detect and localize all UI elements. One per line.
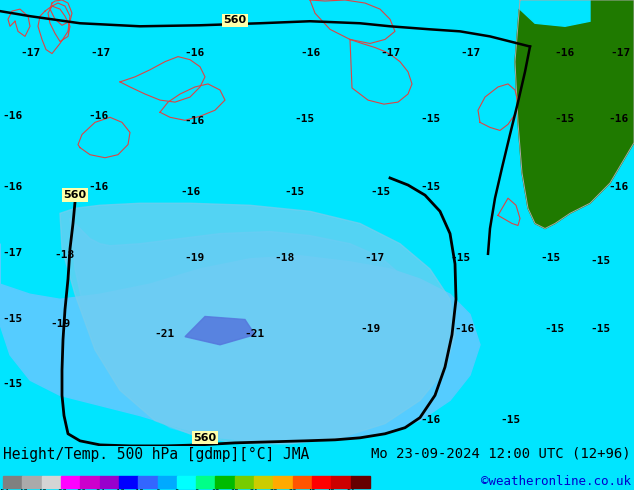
Text: -30: -30 xyxy=(74,489,87,490)
Text: -18: -18 xyxy=(55,250,75,260)
Text: -15: -15 xyxy=(500,415,520,425)
Bar xyxy=(138,476,157,488)
Bar xyxy=(3,476,22,488)
Text: 12: 12 xyxy=(211,489,220,490)
Text: -21: -21 xyxy=(155,329,175,339)
Text: 30: 30 xyxy=(269,489,278,490)
Text: -15: -15 xyxy=(285,187,305,197)
Text: -16: -16 xyxy=(88,111,108,122)
Text: -16: -16 xyxy=(608,182,628,192)
Bar xyxy=(22,476,42,488)
Text: 18: 18 xyxy=(231,489,239,490)
Bar xyxy=(100,476,119,488)
Text: -15: -15 xyxy=(295,114,315,124)
Text: -16: -16 xyxy=(608,114,628,124)
Text: 560: 560 xyxy=(193,433,217,443)
Text: -17: -17 xyxy=(90,48,110,58)
Polygon shape xyxy=(0,244,480,443)
Text: -17: -17 xyxy=(20,48,40,58)
Text: ©weatheronline.co.uk: ©weatheronline.co.uk xyxy=(481,475,631,488)
Text: -16: -16 xyxy=(180,187,200,197)
Text: -16: -16 xyxy=(185,48,205,58)
Bar xyxy=(177,476,196,488)
Text: -18: -18 xyxy=(275,253,295,263)
Text: -38: -38 xyxy=(55,489,67,490)
Text: -15: -15 xyxy=(420,114,440,124)
Bar xyxy=(254,476,273,488)
Text: -16: -16 xyxy=(420,415,440,425)
Text: -24: -24 xyxy=(93,489,106,490)
Text: 24: 24 xyxy=(250,489,259,490)
Text: -17: -17 xyxy=(380,48,400,58)
Text: -16: -16 xyxy=(300,48,320,58)
Text: -54: -54 xyxy=(0,489,10,490)
Bar xyxy=(216,476,235,488)
Text: -17: -17 xyxy=(610,48,630,58)
Text: 6: 6 xyxy=(194,489,198,490)
Text: 560: 560 xyxy=(63,190,87,200)
Text: -19: -19 xyxy=(360,323,380,334)
Polygon shape xyxy=(515,0,634,228)
Text: Height/Temp. 500 hPa [gdmp][°C] JMA: Height/Temp. 500 hPa [gdmp][°C] JMA xyxy=(3,447,309,462)
Text: -16: -16 xyxy=(2,111,22,122)
Text: 48: 48 xyxy=(327,489,335,490)
Text: -15: -15 xyxy=(590,256,610,266)
Text: -19: -19 xyxy=(50,318,70,329)
Text: Mo 23-09-2024 12:00 UTC (12+96): Mo 23-09-2024 12:00 UTC (12+96) xyxy=(372,447,631,461)
Text: -15: -15 xyxy=(540,253,560,263)
Bar xyxy=(42,476,61,488)
Text: -17: -17 xyxy=(460,48,480,58)
Text: -16: -16 xyxy=(555,48,575,58)
Text: -16: -16 xyxy=(2,182,22,192)
Text: 0: 0 xyxy=(175,489,179,490)
Polygon shape xyxy=(70,219,415,436)
Text: -15: -15 xyxy=(545,323,565,334)
Text: -12: -12 xyxy=(132,489,145,490)
Text: -21: -21 xyxy=(245,329,265,339)
Bar xyxy=(351,476,370,488)
Bar xyxy=(273,476,293,488)
Text: -15: -15 xyxy=(370,187,390,197)
Bar xyxy=(157,476,177,488)
Text: -48: -48 xyxy=(16,489,29,490)
Bar xyxy=(293,476,312,488)
Text: -15: -15 xyxy=(555,114,575,124)
Text: -17: -17 xyxy=(2,248,22,258)
Bar xyxy=(235,476,254,488)
Bar xyxy=(61,476,81,488)
Text: -42: -42 xyxy=(36,489,48,490)
Bar xyxy=(196,476,216,488)
Text: 42: 42 xyxy=(307,489,316,490)
Bar xyxy=(81,476,100,488)
Text: 560: 560 xyxy=(223,15,247,25)
Bar xyxy=(312,476,332,488)
Text: -16: -16 xyxy=(455,323,475,334)
Bar xyxy=(332,476,351,488)
Polygon shape xyxy=(510,0,590,26)
Text: -16: -16 xyxy=(185,116,205,126)
Text: -19: -19 xyxy=(185,253,205,263)
Polygon shape xyxy=(590,0,634,16)
Text: 36: 36 xyxy=(288,489,297,490)
Text: -15: -15 xyxy=(420,182,440,192)
Text: -15: -15 xyxy=(2,314,22,323)
Text: -16: -16 xyxy=(88,182,108,192)
Text: -15: -15 xyxy=(590,323,610,334)
Bar xyxy=(119,476,138,488)
Text: -15: -15 xyxy=(450,253,470,263)
Text: -15: -15 xyxy=(2,379,22,389)
Text: -17: -17 xyxy=(365,253,385,263)
Text: -6: -6 xyxy=(153,489,162,490)
Text: -18: -18 xyxy=(112,489,126,490)
Polygon shape xyxy=(60,203,455,444)
Polygon shape xyxy=(185,317,255,345)
Text: 54: 54 xyxy=(346,489,355,490)
